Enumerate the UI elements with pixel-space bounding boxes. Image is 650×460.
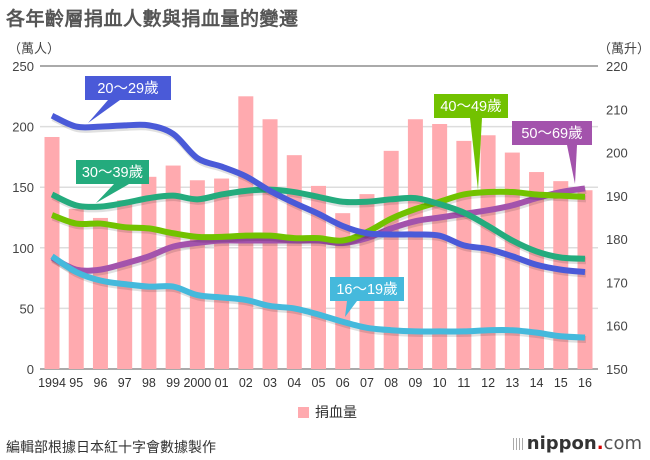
legend-swatch-bar xyxy=(298,406,309,418)
bar xyxy=(92,217,108,369)
series-lines xyxy=(50,112,587,343)
bar xyxy=(432,124,448,369)
series-line-age-30-39 xyxy=(50,186,586,262)
series-label-pointer xyxy=(470,118,482,190)
x-tick-label: 03 xyxy=(263,376,277,390)
left-tick-label: 200 xyxy=(12,120,34,135)
x-tick-label: 02 xyxy=(239,376,253,390)
x-tick-label: 95 xyxy=(69,376,83,390)
series-label-box xyxy=(512,121,592,145)
brand-name: nippon xyxy=(526,433,597,454)
nippon-logo-icon xyxy=(512,438,523,450)
bars xyxy=(44,96,593,370)
bar xyxy=(553,181,569,369)
series-line-age-40-49 xyxy=(50,188,586,244)
right-tick-label: 170 xyxy=(606,275,628,290)
right-tick-label: 210 xyxy=(606,102,628,117)
series-line-age-20-29 xyxy=(50,112,586,276)
series-label-pointer xyxy=(96,184,129,203)
series-label-text: 16～19歲 xyxy=(336,281,397,298)
series-label-age-40-49: 40～49歲 xyxy=(434,94,508,190)
series-label-age-50-69: 50～69歲 xyxy=(512,121,592,184)
x-tick-label: 11 xyxy=(457,376,470,390)
x-tick-label: 15 xyxy=(554,376,568,390)
bar xyxy=(383,150,399,369)
x-tick-label: 07 xyxy=(360,376,374,390)
left-tick-label: 0 xyxy=(27,362,34,377)
bar xyxy=(68,208,84,369)
series-label-box xyxy=(330,277,404,301)
axes: 0501001502002501501601701801902002102201… xyxy=(12,59,627,390)
bar xyxy=(189,180,205,369)
left-tick-label: 150 xyxy=(12,180,34,195)
x-tick-label: 04 xyxy=(287,376,301,390)
series-line-age-16-19 xyxy=(50,253,586,341)
series-label-age-16-19: 16～19歲 xyxy=(330,277,404,317)
x-tick-label: 06 xyxy=(336,376,350,390)
chart-title: 各年齡層捐血人數與捐血量的變遷 xyxy=(6,8,299,30)
brand-suffix: com xyxy=(603,433,642,454)
series-label-pointer xyxy=(88,100,120,123)
bar xyxy=(214,178,230,369)
legend-label: 捐血量 xyxy=(315,405,357,421)
brand-dot: . xyxy=(596,433,604,454)
bar xyxy=(286,155,302,369)
left-tick-label: 100 xyxy=(12,241,34,256)
x-tick-label: 14 xyxy=(530,376,544,390)
x-tick-label: 1994 xyxy=(38,376,66,390)
x-tick-label: 98 xyxy=(142,376,156,390)
right-tick-label: 190 xyxy=(606,189,628,204)
x-tick-label: 01 xyxy=(215,376,229,390)
x-tick-label: 10 xyxy=(433,376,447,390)
right-tick-label: 150 xyxy=(606,362,628,377)
left-tick-label: 50 xyxy=(20,301,34,316)
right-tick-label: 160 xyxy=(606,319,628,334)
bar xyxy=(407,119,423,370)
x-tick-label: 09 xyxy=(408,376,422,390)
legend: 捐血量 xyxy=(298,402,357,422)
x-tick-label: 2000 xyxy=(183,376,211,390)
series-label-box xyxy=(76,160,149,184)
x-tick-label: 12 xyxy=(481,376,495,390)
bar xyxy=(311,185,326,369)
series-labels: 20～29歲 30～39歲 40～49歲 50～69歲 16～19歲 xyxy=(76,76,592,317)
x-tick-label: 05 xyxy=(312,376,326,390)
bar xyxy=(141,176,157,369)
series-label-text: 20～29歲 xyxy=(97,80,158,97)
series-label-pointer xyxy=(345,301,357,317)
right-axis-unit: （萬升） xyxy=(598,42,650,57)
series-label-box xyxy=(85,76,171,100)
x-tick-label: 97 xyxy=(118,376,132,390)
right-tick-label: 200 xyxy=(606,146,628,161)
left-axis-unit: （萬人） xyxy=(8,42,61,57)
x-tick-label: 13 xyxy=(505,376,519,390)
bar xyxy=(529,172,545,369)
series-label-age-30-39: 30～39歲 xyxy=(76,160,149,203)
left-tick-label: 250 xyxy=(12,59,34,74)
chart-area: 0501001502002501501601701801902002102201… xyxy=(12,59,627,390)
x-tick-label: 99 xyxy=(166,376,180,390)
source-note: 編輯部根據日本紅十字會數據製作 xyxy=(6,440,216,456)
series-label-text: 40～49歲 xyxy=(440,98,501,115)
series-label-box xyxy=(434,94,508,118)
series-label-text: 30～39歲 xyxy=(82,164,143,181)
x-tick-label: 96 xyxy=(94,376,108,390)
series-label-age-20-29: 20～29歲 xyxy=(85,76,171,123)
right-tick-label: 220 xyxy=(606,59,628,74)
x-tick-label: 08 xyxy=(384,376,398,390)
series-label-pointer xyxy=(567,145,577,184)
x-tick-label: 16 xyxy=(578,376,592,390)
bar xyxy=(577,190,593,369)
brand-logo[interactable]: nippon.com xyxy=(512,433,642,454)
series-label-text: 50～69歲 xyxy=(521,125,582,142)
right-tick-label: 180 xyxy=(606,232,628,247)
bar xyxy=(44,136,60,369)
bar xyxy=(165,165,181,369)
